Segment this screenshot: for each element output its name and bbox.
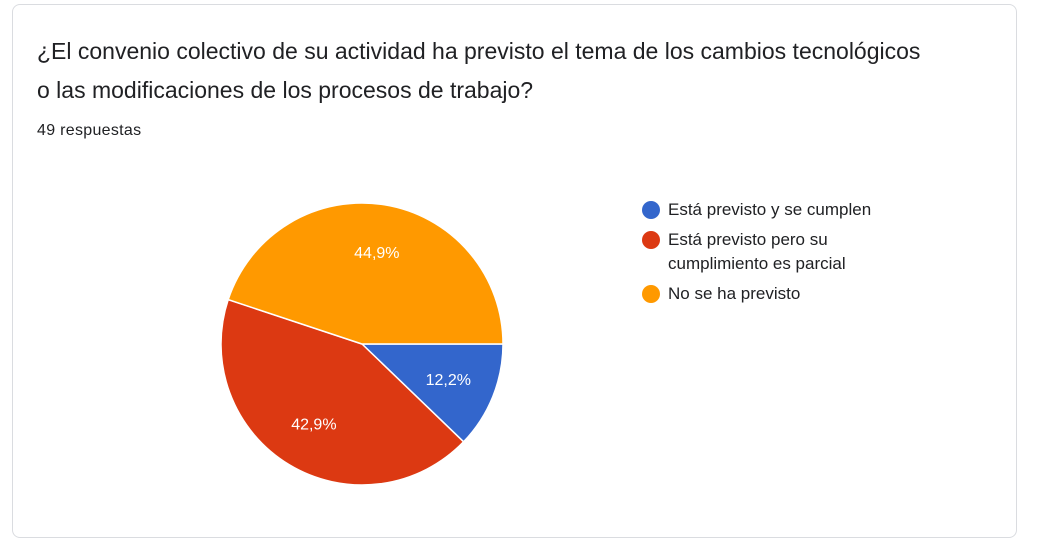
pie-slice-1[interactable]	[220, 298, 465, 486]
legend-swatch-orange	[642, 285, 660, 303]
pie-slice-label-1: 42,9%	[291, 417, 336, 434]
legend-label: Está previsto pero su cumplimiento es pa…	[668, 230, 846, 273]
legend: Está previsto y se cumplen Está previsto…	[642, 198, 922, 312]
pie-slice-label-0: 12,2%	[426, 372, 471, 389]
chart-card	[12, 4, 1017, 538]
response-count: 49 respuestas	[37, 122, 142, 139]
pie-slice-0[interactable]	[360, 343, 504, 443]
pie-slice-2[interactable]	[227, 202, 504, 345]
legend-swatch-blue	[642, 201, 660, 219]
legend-label: No se ha previsto	[668, 284, 801, 303]
question-title: ¿El convenio colectivo de su actividad h…	[37, 38, 921, 103]
legend-swatch-red	[642, 231, 660, 249]
legend-item-prevista-cumplen[interactable]: Está previsto y se cumplen	[642, 198, 922, 222]
pie-slice-label-2: 44,9%	[354, 245, 399, 262]
legend-label: Está previsto y se cumplen	[668, 200, 872, 219]
legend-item-prevista-parcial[interactable]: Está previsto pero su cumplimiento es pa…	[642, 228, 922, 276]
legend-item-no-prevista[interactable]: No se ha previsto	[642, 282, 922, 306]
